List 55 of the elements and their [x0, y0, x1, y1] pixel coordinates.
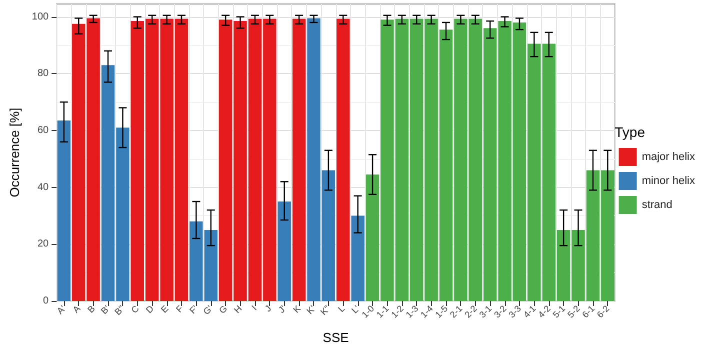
x-tick-label: 4-1: [521, 303, 538, 320]
legend-label: strand: [642, 199, 672, 211]
x-tick-label: E: [159, 303, 170, 315]
x-tick-label: 6-1: [580, 303, 596, 320]
bar: [57, 120, 71, 301]
x-tick-label: A': [54, 303, 68, 316]
x-tick-label: J: [262, 303, 274, 314]
x-tick-label: 1-5: [433, 303, 450, 320]
x-tick-label: D: [144, 303, 156, 316]
bar: [278, 202, 291, 301]
x-tick-label: L': [350, 303, 362, 316]
x-tick-label: 1-1: [374, 303, 391, 320]
x-tick-label: 1-2: [389, 303, 406, 320]
y-tick-label: 80: [37, 68, 50, 80]
x-tick-label: F: [174, 303, 186, 314]
y-tick-label: 20: [37, 238, 50, 250]
y-axis-title: Occurrence [%]: [7, 108, 22, 198]
x-tick-label: F': [188, 303, 200, 316]
x-tick-label: J': [276, 303, 288, 315]
x-tick-label: K': [304, 303, 318, 316]
y-tick-label: 60: [37, 124, 50, 136]
x-tick-label: B': [99, 303, 112, 316]
x-tick-label: G: [217, 303, 230, 316]
y-tick-label: 0: [43, 296, 50, 306]
x-tick-label: 5-2: [566, 303, 582, 320]
x-tick-label: 2-1: [448, 303, 464, 320]
legend-label: minor helix: [642, 175, 696, 187]
x-tick-label: 1-0: [360, 303, 376, 320]
bar: [336, 18, 350, 301]
x-tick-label: K": [318, 303, 332, 318]
x-tick-label: B: [86, 303, 97, 315]
legend-label: major helix: [642, 151, 696, 163]
y-tick-label: 100: [32, 11, 50, 22]
x-tick-label: K: [291, 303, 303, 315]
bar: [292, 18, 306, 301]
x-tick-label: 3-2: [492, 303, 508, 320]
x-tick-label: L: [336, 303, 347, 314]
bar: [351, 216, 364, 301]
x-tick-label: 3-3: [506, 303, 524, 320]
x-tick-label: B": [112, 303, 126, 318]
y-tick-label: 40: [37, 182, 50, 193]
x-tick-label: 3-1: [477, 303, 494, 320]
x-tick-label: 5-1: [550, 303, 568, 320]
x-tick-label: 4-2: [536, 303, 552, 320]
x-tick-label: G': [201, 303, 215, 317]
x-tick-label: H: [232, 303, 244, 316]
x-tick-label: 6-2: [594, 303, 612, 320]
x-tick-label: 2-2: [462, 303, 479, 320]
x-tick-label: A: [70, 303, 82, 315]
x-axis-title: SSE: [322, 330, 350, 345]
x-tick-label: C: [129, 303, 142, 316]
x-tick-label: 1-4: [418, 303, 435, 320]
x-tick-label: I: [250, 303, 259, 312]
legend-title: Type: [614, 124, 646, 140]
x-tick-label: 1-3: [404, 303, 420, 320]
